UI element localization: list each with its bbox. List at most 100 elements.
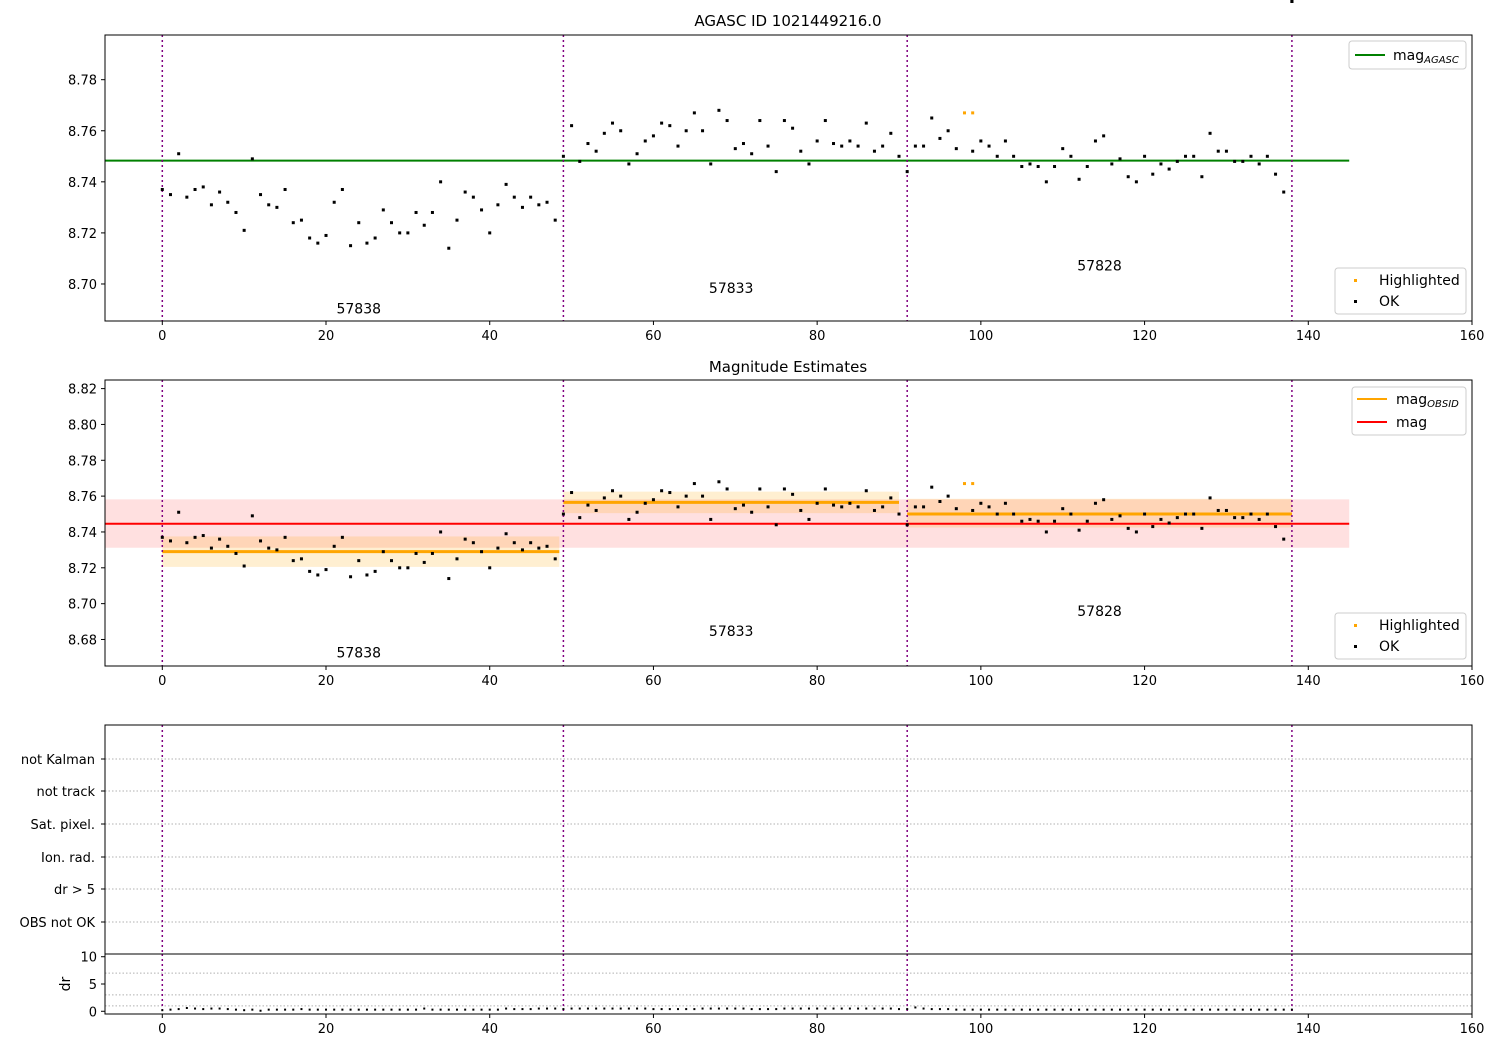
ok-point xyxy=(676,144,680,148)
legend-ok-label: OK xyxy=(1379,639,1400,655)
ok-point xyxy=(193,187,197,191)
ok-point xyxy=(340,535,344,539)
ok-point xyxy=(512,541,516,545)
ok-point xyxy=(529,195,533,199)
ok-point xyxy=(1265,154,1269,158)
panel-dr-obsid-separators xyxy=(161,954,1293,1014)
x-tick-label: 0 xyxy=(158,1022,166,1037)
dr-point xyxy=(1004,1008,1007,1011)
dr-point xyxy=(275,1008,278,1011)
ok-point xyxy=(913,144,917,148)
dr-point xyxy=(906,1008,909,1011)
dr-point xyxy=(415,1008,418,1011)
ok-point xyxy=(1003,501,1007,505)
x-tick-label: 60 xyxy=(645,674,662,689)
dr-point xyxy=(1061,1008,1064,1011)
ok-point xyxy=(1233,516,1237,520)
x-tick-label: 80 xyxy=(809,329,826,344)
dr-point xyxy=(472,1008,475,1011)
dr-point xyxy=(177,1008,180,1011)
flag-category-label: Sat. pixel. xyxy=(31,818,95,833)
dr-point xyxy=(513,1008,516,1011)
ok-point xyxy=(1102,498,1106,502)
ok-point xyxy=(889,131,893,135)
ok-point xyxy=(725,119,729,123)
dr-point xyxy=(750,1008,753,1011)
ok-point xyxy=(250,157,254,161)
ok-point xyxy=(381,550,385,554)
ok-point xyxy=(1143,512,1147,516)
ok-point xyxy=(807,517,811,521)
legend-mag-label: mag xyxy=(1396,415,1427,431)
dr-point xyxy=(1037,1008,1040,1011)
dr-point xyxy=(1053,1008,1056,1011)
ok-point xyxy=(643,139,647,143)
ok-point xyxy=(496,546,500,550)
ok-point xyxy=(635,152,639,156)
ok-point xyxy=(717,108,721,112)
ok-point xyxy=(1208,496,1212,500)
ok-point xyxy=(545,544,549,548)
ok-point xyxy=(1265,512,1269,516)
ok-point xyxy=(545,200,549,204)
ok-point xyxy=(946,129,950,133)
dr-point xyxy=(570,1007,573,1010)
ok-point xyxy=(1184,512,1188,516)
x-tick-label: 160 xyxy=(1460,329,1485,344)
ok-point xyxy=(881,144,885,148)
dr-point xyxy=(1200,1008,1203,1011)
dr-point xyxy=(1127,1008,1130,1011)
x-tick-label: 40 xyxy=(481,1022,498,1037)
ok-point xyxy=(1020,519,1024,523)
dr-point xyxy=(1192,1008,1195,1011)
ok-point xyxy=(553,218,557,222)
ok-point xyxy=(1134,530,1138,534)
dr-point xyxy=(775,1008,778,1011)
ok-point xyxy=(349,575,353,579)
dr-point xyxy=(398,1008,401,1011)
ok-point xyxy=(193,535,197,539)
dr-point xyxy=(1266,1008,1269,1011)
ok-point xyxy=(275,205,279,209)
ok-point xyxy=(619,494,623,498)
ok-point xyxy=(537,203,541,207)
ok-point xyxy=(406,231,410,235)
dr-point xyxy=(234,1008,237,1011)
panel-flags-obsid-separators xyxy=(161,725,1293,954)
ok-point xyxy=(684,129,688,133)
ok-point xyxy=(218,190,222,194)
ok-point xyxy=(267,203,271,207)
ok-point xyxy=(782,119,786,123)
ok-point xyxy=(1118,514,1122,518)
ok-point xyxy=(611,121,615,125)
ok-point xyxy=(381,208,385,212)
dr-point xyxy=(693,1008,696,1011)
highlighted-point xyxy=(962,111,966,115)
ok-point xyxy=(823,119,827,123)
ok-point xyxy=(299,557,303,561)
ok-point xyxy=(480,208,484,212)
legend-agasc-points: Highlighted OK xyxy=(1334,267,1467,315)
ok-point xyxy=(1192,154,1196,158)
ok-point xyxy=(1184,154,1188,158)
ok-point xyxy=(930,485,934,489)
ok-point xyxy=(586,503,590,507)
ok-point xyxy=(291,559,295,563)
dr-point xyxy=(898,1008,901,1011)
dr-point xyxy=(259,1009,262,1012)
panel-dr-points xyxy=(161,1006,1293,1012)
panel-dr-ticks: 0 20 40 60 80 100 120 140 160 0 5 10 xyxy=(80,951,1484,1037)
ok-point xyxy=(316,241,320,245)
ok-point xyxy=(267,546,271,550)
dr-point xyxy=(627,1007,630,1010)
ok-point xyxy=(971,149,975,153)
ok-point xyxy=(389,221,393,225)
ok-point xyxy=(971,508,975,512)
dr-point xyxy=(439,1008,442,1011)
ok-point xyxy=(234,210,238,214)
dr-point xyxy=(1233,1008,1236,1011)
x-tick-label: 40 xyxy=(481,674,498,689)
ok-point xyxy=(291,221,295,225)
ok-point xyxy=(561,512,565,516)
dr-point xyxy=(996,1008,999,1011)
